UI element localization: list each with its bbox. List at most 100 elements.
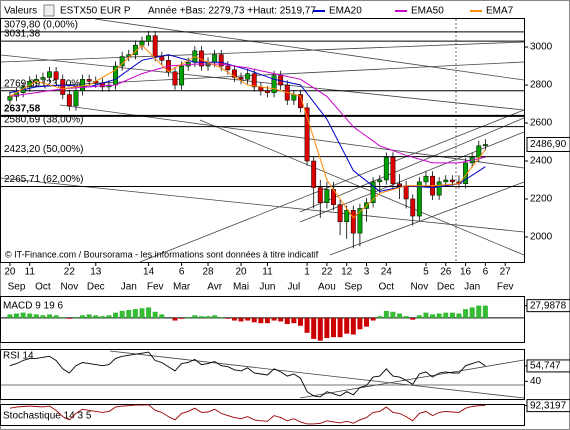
candle-body bbox=[410, 198, 416, 217]
month-label: Fev bbox=[497, 282, 514, 293]
month-label: Mar bbox=[173, 282, 191, 293]
candle-body bbox=[86, 79, 92, 82]
candle-body bbox=[73, 90, 79, 107]
legend-label: EMA7 bbox=[486, 6, 514, 17]
x-tick-label: 22 bbox=[321, 267, 333, 278]
y-tick-label: 92,3197 bbox=[530, 400, 567, 411]
level-label: 2769,89 (23,60%) bbox=[4, 78, 84, 89]
histogram-bar bbox=[238, 317, 244, 322]
histogram-bar bbox=[469, 307, 475, 318]
histogram-bar bbox=[53, 315, 59, 318]
candle-body bbox=[298, 94, 303, 109]
histogram-bar bbox=[297, 317, 303, 326]
copyright-note: © IT-Finance.com / Boursorama - les info… bbox=[5, 249, 319, 259]
value-tag bbox=[526, 359, 570, 373]
macd-panel bbox=[0, 296, 525, 343]
candle-body bbox=[40, 77, 46, 80]
x-tick-label: 12 bbox=[341, 267, 353, 278]
candle-body bbox=[443, 179, 449, 183]
value-tag bbox=[526, 299, 570, 313]
level-label: 2423,20 (50,00%) bbox=[4, 144, 84, 155]
legend-label: EMA50 bbox=[411, 6, 444, 17]
candle-body bbox=[317, 187, 323, 204]
month-label: Avr bbox=[207, 282, 222, 293]
histogram-bar bbox=[344, 317, 350, 334]
candle-body bbox=[251, 73, 257, 88]
rsi-panel bbox=[0, 349, 525, 400]
candle-body bbox=[383, 156, 389, 181]
candle-body bbox=[212, 54, 218, 63]
histogram-bar bbox=[225, 317, 231, 319]
month-label: Jan bbox=[464, 282, 480, 293]
level-label: 2265,71 (62,00%) bbox=[4, 174, 84, 185]
candle-body bbox=[397, 183, 402, 186]
histogram-bar bbox=[146, 307, 152, 318]
level-label: 2580,69 (38,00%) bbox=[4, 114, 84, 125]
ema-line bbox=[9, 63, 486, 164]
price-tag bbox=[526, 136, 570, 152]
month-label: Dec bbox=[437, 282, 455, 293]
y-tick-label: 3000 bbox=[530, 42, 553, 53]
histogram-bar bbox=[33, 314, 39, 318]
candle-body bbox=[172, 71, 178, 86]
x-tick-label: 3 bbox=[364, 267, 370, 278]
histogram-bar bbox=[47, 314, 53, 318]
month-label: Sep bbox=[344, 282, 362, 293]
histogram-bar bbox=[27, 313, 33, 318]
histogram-bar bbox=[330, 317, 336, 338]
rsi-trend-lines bbox=[1, 350, 525, 399]
candle-body bbox=[436, 181, 442, 196]
histogram-bar bbox=[291, 317, 297, 324]
histogram-bar bbox=[80, 315, 86, 318]
histogram-bar bbox=[152, 311, 158, 318]
candle-body bbox=[344, 210, 350, 222]
x-tick-label: 24 bbox=[381, 267, 393, 278]
histogram-bar bbox=[205, 316, 211, 318]
value-tag bbox=[526, 399, 570, 413]
subtitle: Année +Bas: 2279,73 +Haut: 2519,77 bbox=[148, 6, 316, 17]
stoch-panel bbox=[0, 404, 525, 426]
histogram-bar bbox=[245, 317, 251, 321]
histogram-bar bbox=[93, 315, 99, 318]
candle-body bbox=[337, 204, 343, 222]
x-tick-label: 20 bbox=[4, 267, 16, 278]
histogram-bar bbox=[364, 317, 370, 327]
candle-body bbox=[423, 175, 429, 183]
histogram-bar bbox=[482, 305, 488, 318]
histogram-bar bbox=[410, 317, 416, 320]
histogram-bar bbox=[456, 313, 462, 318]
y-tick-label: 2200 bbox=[530, 194, 553, 205]
legend-label: EMA20 bbox=[329, 6, 362, 17]
candle-body bbox=[159, 56, 165, 61]
histogram-bar bbox=[304, 317, 310, 333]
candle-body bbox=[53, 71, 59, 80]
candle-body bbox=[225, 65, 231, 71]
histogram-bar bbox=[172, 317, 178, 321]
dropdown[interactable] bbox=[43, 4, 55, 17]
indicator-line bbox=[9, 351, 486, 398]
histogram-bar bbox=[350, 317, 356, 335]
histogram-bar bbox=[132, 309, 138, 318]
histogram-bar bbox=[337, 317, 343, 338]
candle-body bbox=[390, 156, 396, 185]
stoch-label: Stochastique 14 3 5 bbox=[3, 411, 92, 422]
candle-body bbox=[449, 179, 455, 183]
histogram-bar bbox=[179, 317, 185, 319]
histogram-bar bbox=[66, 317, 72, 319]
histogram-bar bbox=[14, 313, 20, 318]
histogram-bar bbox=[436, 313, 442, 318]
month-label: Dec bbox=[87, 282, 105, 293]
x-tick-label: 6 bbox=[483, 267, 489, 278]
candle-body bbox=[311, 160, 317, 188]
histogram-bar bbox=[73, 317, 79, 318]
histogram-bar bbox=[7, 314, 13, 318]
candle-body bbox=[146, 35, 152, 42]
candle-body bbox=[271, 75, 277, 93]
histogram-bar bbox=[370, 317, 376, 321]
histogram-bar bbox=[198, 316, 204, 318]
candle-body bbox=[265, 90, 270, 93]
candle-body bbox=[80, 79, 85, 91]
histogram-bar bbox=[383, 310, 389, 318]
month-label: Aou bbox=[318, 282, 336, 293]
